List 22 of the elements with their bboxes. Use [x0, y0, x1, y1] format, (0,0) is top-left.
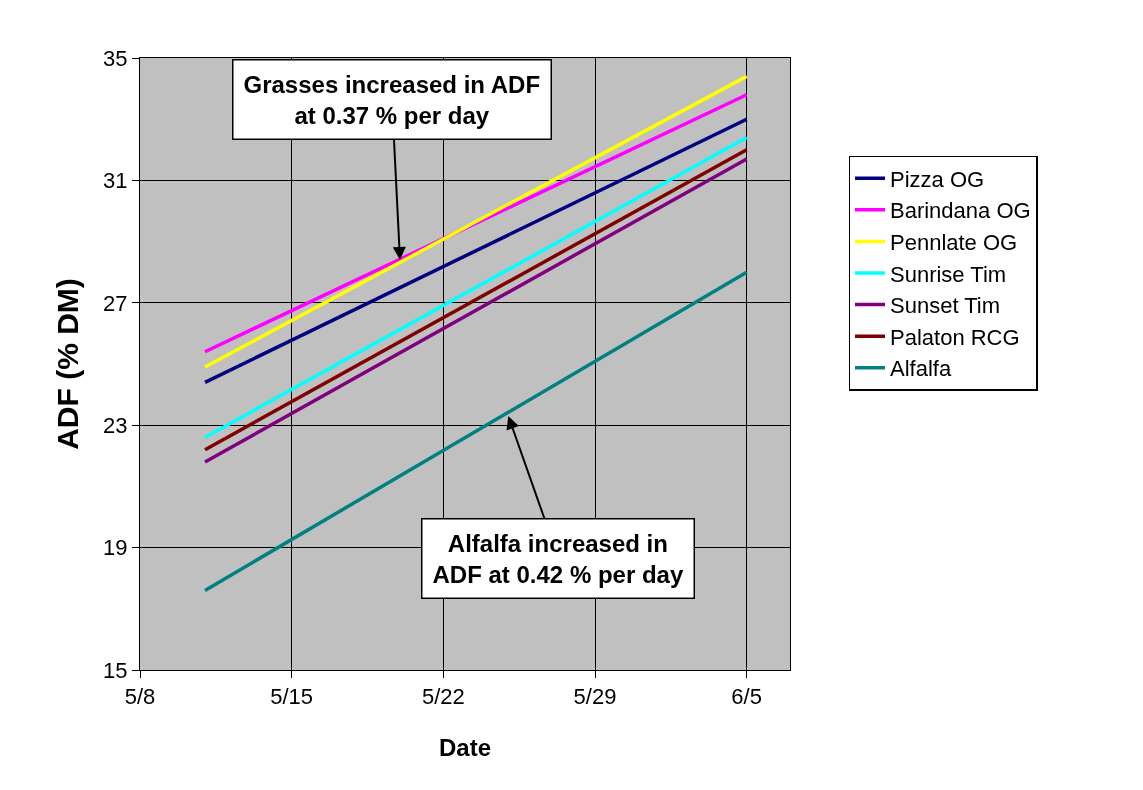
x-tick-label: 5/8	[124, 684, 156, 710]
annotation: Alfalfa increased in ADF at 0.42 % per day	[432, 529, 684, 588]
y-tick-label: 23	[103, 412, 128, 438]
y-axis-title: ADF (% DM)	[51, 278, 85, 450]
annotation: Grasses increased in ADF at 0.37 % per day	[243, 70, 541, 129]
x-tick-label: 6/5	[731, 684, 762, 710]
y-tick-label: 31	[103, 168, 128, 194]
x-tick-label: 5/29	[573, 684, 617, 710]
y-tick-label: 19	[103, 535, 128, 561]
legend-label: Sunrise Tim	[890, 261, 1007, 287]
x-tick-label: 5/22	[421, 684, 465, 710]
legend-label: Barindana OG	[890, 198, 1031, 224]
y-tick-label: 35	[103, 45, 128, 71]
x-tick-label: 5/15	[270, 684, 314, 710]
legend-label: Pizza OG	[890, 166, 985, 192]
y-tick-label: 15	[103, 657, 128, 683]
x-axis-title: Date	[438, 733, 492, 761]
y-tick-label: 27	[103, 290, 128, 316]
legend-label: Pennlate OG	[890, 230, 1018, 255]
legend-label: Sunset Tim	[890, 293, 1001, 319]
legend-label: Alfalfa	[890, 356, 952, 382]
legend-label: Palaton RCG	[890, 324, 1020, 350]
